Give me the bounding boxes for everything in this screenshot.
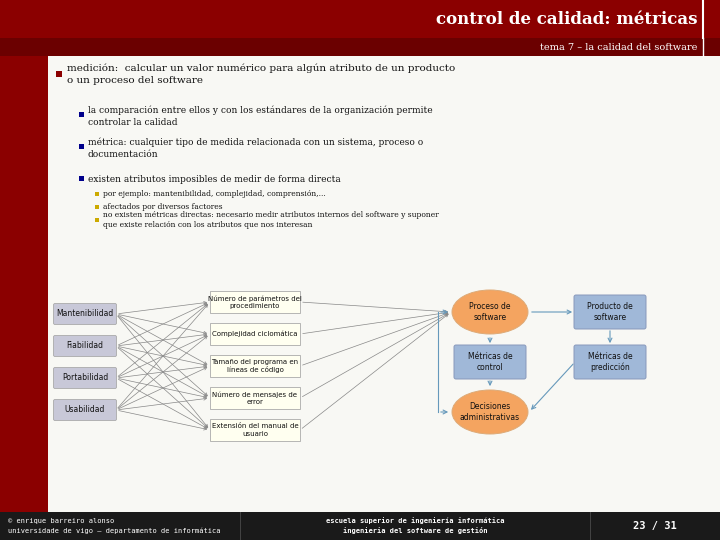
Text: Proceso de
software: Proceso de software — [469, 302, 510, 322]
FancyBboxPatch shape — [210, 323, 300, 345]
Text: existen atributos imposibles de medir de forma directa: existen atributos imposibles de medir de… — [88, 176, 341, 185]
Text: tema 7 – la calidad del software: tema 7 – la calidad del software — [539, 43, 697, 51]
Text: Producto de
software: Producto de software — [587, 302, 633, 322]
Bar — [0, 512, 720, 540]
Bar — [0, 38, 720, 56]
FancyBboxPatch shape — [210, 387, 300, 409]
Text: Número de mensajes de
error: Número de mensajes de error — [212, 391, 297, 405]
Text: Métricas de
control: Métricas de control — [468, 352, 513, 372]
FancyBboxPatch shape — [53, 335, 117, 356]
Ellipse shape — [452, 290, 528, 334]
Text: por ejemplo: mantenibilidad, complejidad, comprensión,...: por ejemplo: mantenibilidad, complejidad… — [103, 190, 325, 198]
Bar — [79, 112, 84, 117]
Text: escuela superior de ingeniería informática
ingenieria del software de gestión: escuela superior de ingeniería informáti… — [325, 517, 504, 535]
Text: Portabilidad: Portabilidad — [62, 374, 108, 382]
Bar — [0, 56, 720, 512]
Text: métrica: cualquier tipo de medida relacionada con un sistema, proceso o
document: métrica: cualquier tipo de medida relaci… — [88, 137, 423, 159]
Text: © enrique barreiro alonso
universidade de vigo – departamento de informática: © enrique barreiro alonso universidade d… — [8, 518, 220, 534]
Text: Usabilidad: Usabilidad — [65, 406, 105, 415]
Bar — [95, 218, 99, 222]
FancyBboxPatch shape — [210, 291, 300, 313]
Text: la comparación entre ellos y con los estándares de la organización permite
contr: la comparación entre ellos y con los est… — [88, 105, 433, 127]
Bar — [95, 205, 99, 209]
FancyBboxPatch shape — [574, 295, 646, 329]
Text: Fiabilidad: Fiabilidad — [66, 341, 104, 350]
Text: Tamaño del programa en
líneas de código: Tamaño del programa en líneas de código — [212, 359, 299, 373]
Text: control de calidad: métricas: control de calidad: métricas — [436, 10, 697, 28]
Ellipse shape — [452, 390, 528, 434]
Bar — [0, 56, 48, 512]
Bar — [79, 176, 84, 181]
Text: Decisiones
administrativas: Decisiones administrativas — [460, 402, 520, 422]
FancyBboxPatch shape — [210, 355, 300, 377]
Text: afectados por diversos factores: afectados por diversos factores — [103, 203, 222, 211]
FancyBboxPatch shape — [53, 400, 117, 421]
FancyBboxPatch shape — [210, 419, 300, 441]
Text: Métricas de
predicción: Métricas de predicción — [588, 352, 632, 373]
Bar — [95, 192, 99, 196]
Text: medición:  calcular un valor numérico para algún atributo de un producto
o un pr: medición: calcular un valor numérico par… — [67, 63, 455, 85]
Text: Mantenibilidad: Mantenibilidad — [56, 309, 114, 319]
Bar — [0, 0, 720, 38]
Bar — [79, 144, 84, 149]
Text: Complejidad ciclomática: Complejidad ciclomática — [212, 330, 298, 338]
Text: Extensión del manual de
usuario: Extensión del manual de usuario — [212, 423, 298, 437]
Text: 23 / 31: 23 / 31 — [633, 521, 677, 531]
Text: Número de parámetros del
procedimiento: Número de parámetros del procedimiento — [208, 295, 302, 309]
Text: no existen métricas directas: necesario medir atributos internos del software y : no existen métricas directas: necesario … — [103, 211, 438, 229]
Bar — [56, 71, 62, 77]
FancyBboxPatch shape — [53, 303, 117, 325]
FancyBboxPatch shape — [574, 345, 646, 379]
FancyBboxPatch shape — [454, 345, 526, 379]
FancyBboxPatch shape — [53, 368, 117, 388]
